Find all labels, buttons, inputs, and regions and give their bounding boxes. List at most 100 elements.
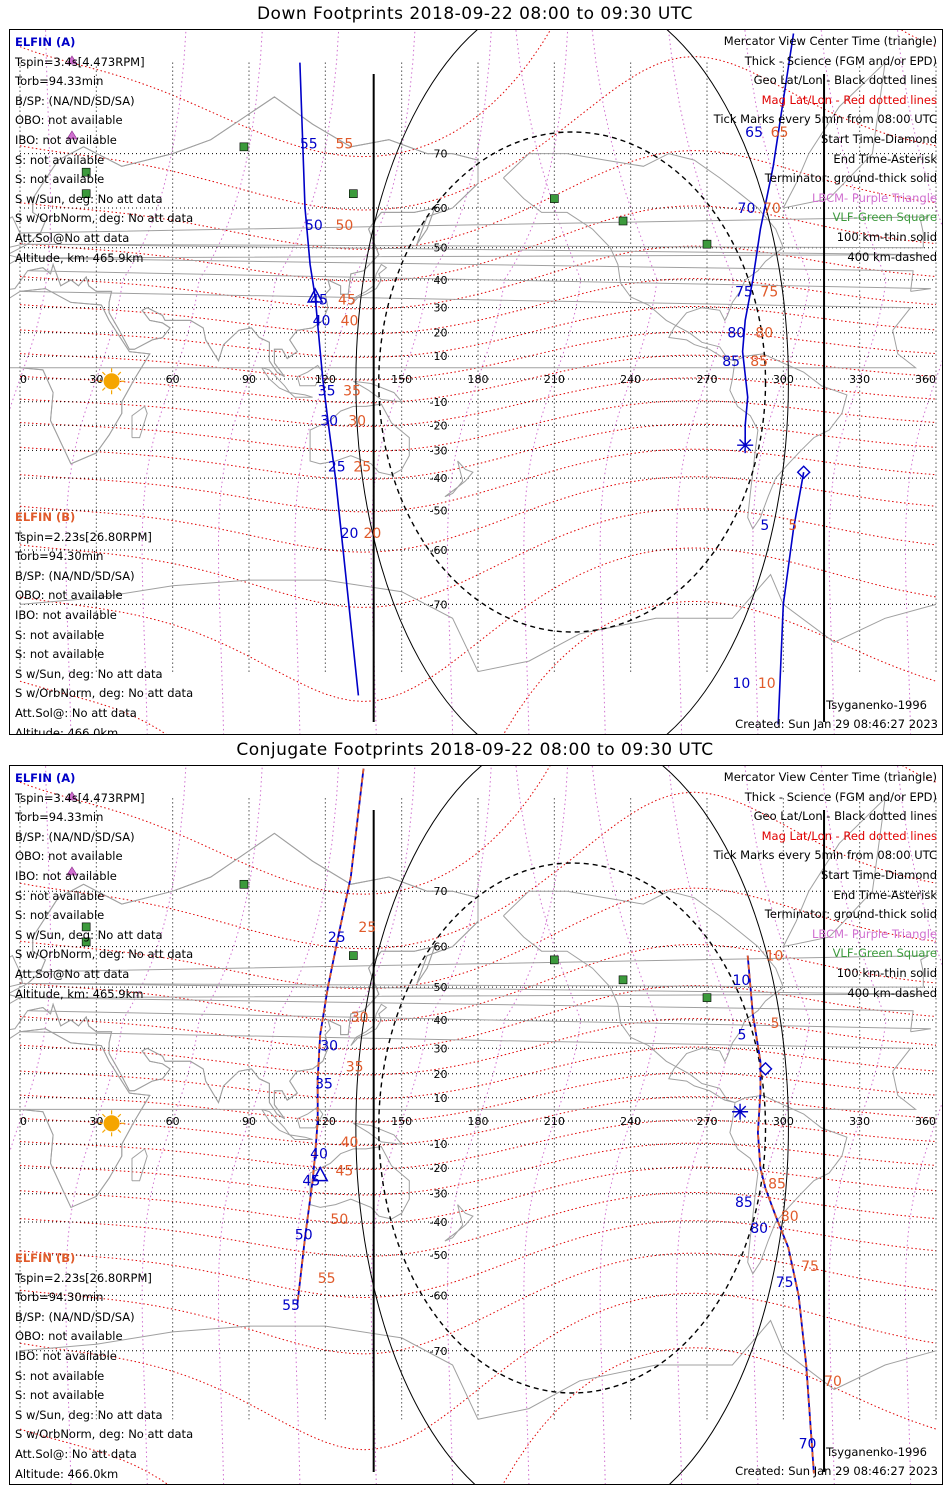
vlf-square bbox=[81, 167, 91, 177]
elfin-a-info: ELFIN (A) Tspin=3.4s[4.473RPM] Torb=94.33… bbox=[15, 769, 193, 1004]
legend-item: End Time-Asterisk bbox=[833, 151, 937, 166]
created-label: Created: Sun Jan 29 08:46:27 2023 bbox=[735, 1464, 938, 1478]
legend-item: Start Time-Diamond bbox=[821, 867, 937, 882]
elfin-b-info: ELFIN (B) Tspin=2.23s[26.80RPM] Torb=94.3… bbox=[15, 508, 193, 734]
legend-item: Terminator: ground-thick solid bbox=[764, 171, 937, 186]
track-time-label: 85 bbox=[722, 354, 740, 370]
lon-tick-label: 60 bbox=[166, 1115, 180, 1128]
center-time-triangle bbox=[306, 287, 324, 303]
track-time-label: 80 bbox=[781, 1209, 799, 1225]
lon-tick-label: 90 bbox=[242, 1115, 256, 1128]
track-time-label: 75 bbox=[760, 284, 778, 300]
info-line: Att.Sol@No att data bbox=[15, 966, 130, 981]
track-time-label: 30 bbox=[348, 413, 366, 429]
track-time-label: 5 bbox=[771, 1016, 780, 1032]
track-time-label: 75 bbox=[735, 284, 753, 300]
lat-tick-label: 10 bbox=[433, 350, 447, 363]
vlf-square bbox=[239, 879, 249, 889]
legend-item: 400 km-dashed bbox=[847, 249, 937, 264]
track-time-label: 85 bbox=[735, 1195, 753, 1211]
track-time-label: 35 bbox=[343, 383, 361, 399]
lat-tick-label: -40 bbox=[429, 472, 447, 485]
info-line: S: not available bbox=[15, 1368, 105, 1383]
lat-tick-label: 50 bbox=[433, 981, 447, 994]
info-line: S w/OrbNorm, deg: No att data bbox=[15, 947, 194, 962]
info-line: IBO: not available bbox=[15, 607, 117, 622]
vlf-stations bbox=[81, 879, 712, 1002]
legend-item: Geo Lat/Lon - Black dotted lines bbox=[753, 73, 937, 88]
legend-item: VLF-Green Square bbox=[832, 210, 937, 225]
track-time-label: 80 bbox=[755, 326, 773, 342]
track-time-label: 40 bbox=[341, 1135, 359, 1151]
track-time-label: 30 bbox=[351, 1010, 369, 1026]
track-time-label: 75 bbox=[776, 1275, 794, 1291]
legend-item: Tick Marks every 5min from 08:00 UTC bbox=[713, 848, 937, 863]
info-line: Altitude, km: 465.9km bbox=[15, 250, 144, 265]
vlf-square bbox=[81, 922, 91, 932]
info-line: Altitude, km: 465.9km bbox=[15, 986, 144, 1001]
lbcm-triangle bbox=[66, 130, 78, 140]
lat-tick-label: 20 bbox=[433, 327, 447, 340]
lat-tick-label: 70 bbox=[433, 148, 447, 161]
vlf-square bbox=[550, 955, 559, 965]
elfin-a-track bbox=[777, 472, 805, 725]
info-line: IBO: not available bbox=[15, 132, 117, 147]
track-time-label: 45 bbox=[338, 293, 356, 309]
legend-item: Mag Lat/Lon - Red dotted lines bbox=[761, 92, 937, 107]
lat-tick-label: 40 bbox=[433, 274, 447, 287]
track-time-label: 55 bbox=[318, 1271, 336, 1287]
vlf-stations bbox=[81, 142, 712, 249]
info-line: Altitude: 466.0km bbox=[15, 1466, 119, 1481]
legend-item: 400 km-dashed bbox=[847, 985, 937, 1000]
info-line: S w/Sun, deg: No att data bbox=[15, 666, 163, 681]
map-panel-conjugate: 0 30 60 90 120 150 180 210 240 270 300 330 360 70 60 50… bbox=[9, 765, 943, 1485]
track-time-label: 45 bbox=[336, 1164, 354, 1180]
track-time-label: 25 bbox=[358, 920, 376, 936]
vlf-square bbox=[239, 142, 249, 152]
vlf-square bbox=[81, 189, 91, 199]
info-line: S w/OrbNorm, deg: No att data bbox=[15, 1427, 194, 1442]
info-line: Torb=94.30min bbox=[15, 549, 104, 564]
info-line: S: not available bbox=[15, 172, 105, 187]
legend-item: LBCM- Purple Triangle bbox=[812, 190, 937, 205]
lon-tick-label: 240 bbox=[620, 1115, 641, 1128]
info-line: B/SP: (NA/ND/SD/SA) bbox=[15, 568, 135, 583]
lon-tick-label: 270 bbox=[697, 1115, 718, 1128]
track-time-label: 70 bbox=[738, 201, 756, 217]
legend: Mercator View Center Time (triangle) Thic… bbox=[714, 768, 937, 1003]
lon-tick-label: 240 bbox=[620, 373, 641, 386]
lon-tick-label: 330 bbox=[849, 373, 870, 386]
legend-item: Mercator View Center Time (triangle) bbox=[723, 770, 937, 784]
vlf-square bbox=[349, 951, 358, 960]
track-time-label: 25 bbox=[328, 460, 346, 476]
info-line: Tspin=2.23s[26.80RPM] bbox=[15, 529, 152, 544]
lon-tick-label: 270 bbox=[697, 373, 718, 386]
legend-item: End Time-Asterisk bbox=[833, 887, 937, 902]
panel-title: Conjugate Footprints 2018-09-22 08:00 to… bbox=[236, 740, 714, 760]
track-time-label: 70 bbox=[763, 201, 781, 217]
elfin-b-info: ELFIN (B) Tspin=2.23s[26.80RPM] Torb=94.3… bbox=[15, 1249, 193, 1484]
lon-tick-label: 180 bbox=[468, 373, 489, 386]
track-time-label: 5 bbox=[788, 518, 797, 534]
map-canvas: 0 30 60 90 120 150 180 210 240 270 300 330 360706050… bbox=[10, 30, 942, 734]
lat-tick-label: -70 bbox=[429, 598, 447, 611]
lbcm-triangle bbox=[66, 866, 78, 876]
track-time-label: 70 bbox=[799, 1437, 817, 1453]
info-line: Tspin=2.23s[26.80RPM] bbox=[15, 1270, 152, 1285]
legend-item: 100 km-thin solid bbox=[836, 965, 937, 980]
info-line: Torb=94.30min bbox=[15, 1290, 104, 1305]
lat-tick-label: -20 bbox=[429, 419, 447, 432]
terminator bbox=[355, 30, 826, 734]
track-time-label: 55 bbox=[282, 1298, 300, 1314]
legend-item: Geo Lat/Lon - Black dotted lines bbox=[753, 809, 937, 824]
lat-tick-label: -60 bbox=[429, 544, 447, 557]
info-line: Torb=94.33min bbox=[15, 810, 104, 825]
info-line: IBO: not available bbox=[15, 1348, 117, 1363]
legend-item: Terminator: ground-thick solid bbox=[764, 907, 937, 922]
track-time-label: 45 bbox=[310, 293, 328, 309]
legend-item: Thick - Science (FGM and/or EPD) bbox=[744, 789, 937, 804]
track-time-label: 65 bbox=[745, 125, 763, 141]
fov-400km bbox=[378, 131, 767, 633]
track-time-label: 5 bbox=[760, 518, 769, 534]
